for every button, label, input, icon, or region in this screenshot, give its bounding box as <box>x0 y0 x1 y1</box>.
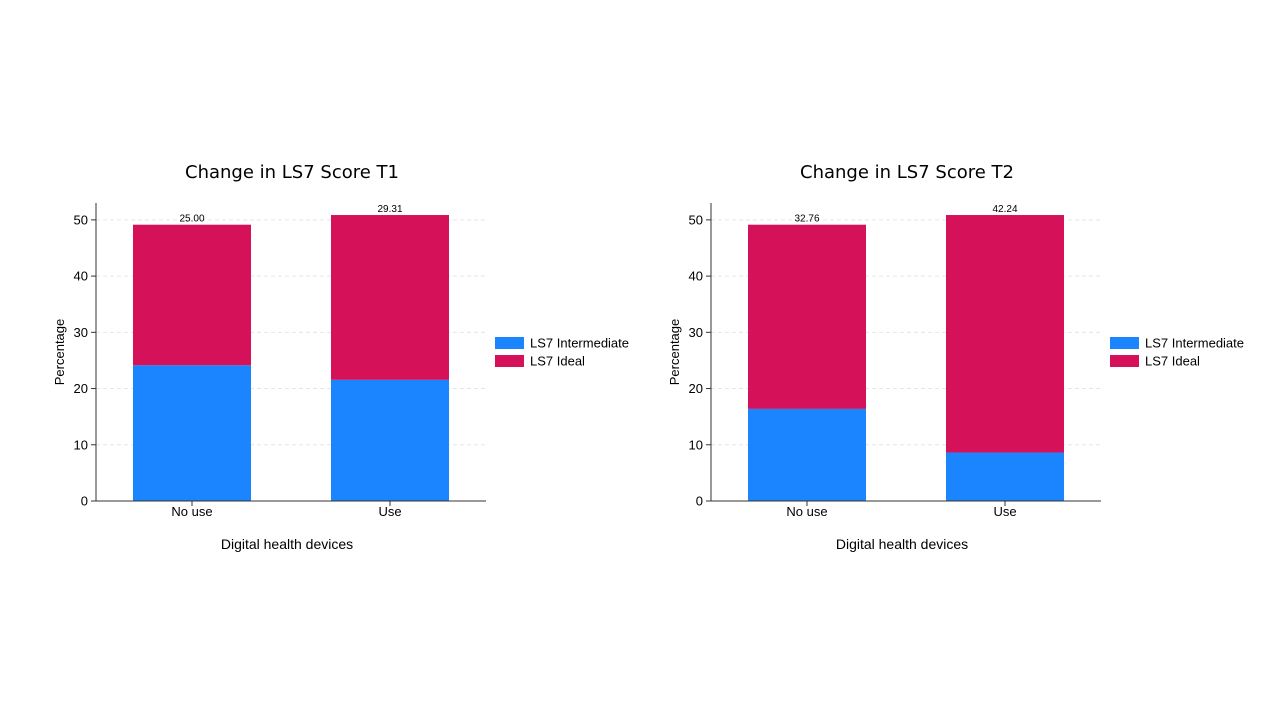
x-tick-label: Use <box>378 504 401 519</box>
bar-value-label: 42.24 <box>992 204 1017 215</box>
legend-swatch-ls7-intermediate <box>1110 337 1139 349</box>
chart-t2: Change in LS7 Score T20102030405016.3832… <box>667 162 1244 552</box>
y-tick-label: 10 <box>74 437 88 452</box>
y-tick-label: 30 <box>74 325 88 340</box>
legend-swatch-ls7-ideal <box>495 355 524 367</box>
y-tick-label: 30 <box>689 325 703 340</box>
chart-panel-t2: Change in LS7 Score T20102030405016.3832… <box>615 150 1244 570</box>
x-tick-label: No use <box>786 504 827 519</box>
chart-title: Change in LS7 Score T1 <box>185 162 399 183</box>
bar-ls7-ideal-use <box>331 215 449 380</box>
y-tick-label: 20 <box>74 381 88 396</box>
y-axis-title: Percentage <box>667 319 682 386</box>
bar-ls7-intermediate-no-use <box>748 408 866 501</box>
legend-swatch-ls7-ideal <box>1110 355 1139 367</box>
chart-title: Change in LS7 Score T2 <box>800 162 1014 183</box>
bar-value-label: 29.31 <box>377 204 402 215</box>
legend-label-ls7-intermediate: LS7 Intermediate <box>530 336 629 351</box>
x-axis-title: Digital health devices <box>836 536 968 552</box>
y-tick-label: 0 <box>81 494 88 509</box>
bar-value-label: 25.00 <box>179 214 204 225</box>
bar-value-label: 32.76 <box>794 214 819 225</box>
y-tick-label: 50 <box>689 212 703 227</box>
bar-ls7-intermediate-use <box>946 452 1064 501</box>
chart-t1: Change in LS7 Score T10102030405024.1425… <box>52 162 629 552</box>
bar-ls7-intermediate-no-use <box>133 365 251 501</box>
legend-label-ls7-ideal: LS7 Ideal <box>530 354 585 369</box>
y-tick-label: 20 <box>689 381 703 396</box>
y-tick-label: 40 <box>74 269 88 284</box>
y-tick-label: 0 <box>696 494 703 509</box>
bar-ls7-ideal-no-use <box>133 224 251 366</box>
bar-ls7-intermediate-use <box>331 379 449 501</box>
chart-panel-t1: Change in LS7 Score T10102030405024.1425… <box>0 150 629 570</box>
legend-label-ls7-ideal: LS7 Ideal <box>1145 354 1200 369</box>
bar-ls7-ideal-use <box>946 215 1064 453</box>
legend-swatch-ls7-intermediate <box>495 337 524 349</box>
y-tick-label: 10 <box>689 437 703 452</box>
x-tick-label: No use <box>171 504 212 519</box>
x-tick-label: Use <box>993 504 1016 519</box>
y-axis-title: Percentage <box>52 319 67 386</box>
x-axis-title: Digital health devices <box>221 536 353 552</box>
y-tick-label: 40 <box>689 269 703 284</box>
legend-label-ls7-intermediate: LS7 Intermediate <box>1145 336 1244 351</box>
bar-ls7-ideal-no-use <box>748 224 866 409</box>
y-tick-label: 50 <box>74 212 88 227</box>
